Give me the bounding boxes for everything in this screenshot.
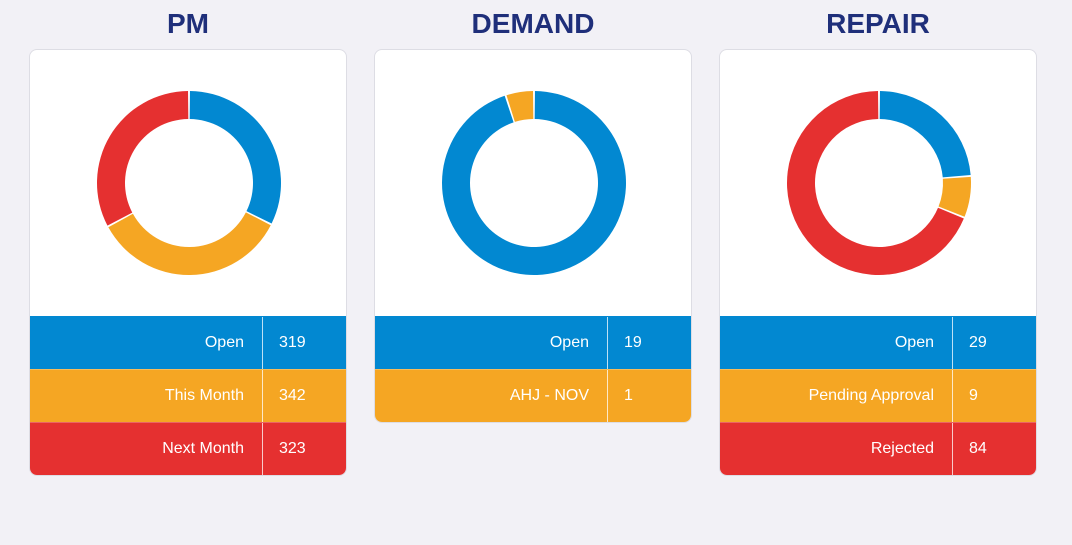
repair-donut-chart[interactable] <box>720 50 1036 316</box>
demand-row-ahj-nov[interactable]: AHJ - NOV 1 <box>375 369 691 422</box>
panel-title: PM <box>167 8 209 39</box>
row-label: Pending Approval <box>720 370 953 422</box>
row-value: 323 <box>279 440 306 457</box>
demand-donut-svg <box>442 91 626 276</box>
row-value: 84 <box>969 440 987 457</box>
repair-row-open[interactable]: Open 29 <box>720 316 1036 369</box>
row-value: 1 <box>624 387 633 404</box>
panel-demand: DEMAND Open 19 AHJ - NOV 1 <box>374 0 692 423</box>
panel-title: DEMAND <box>471 8 595 39</box>
row-value: 19 <box>624 334 642 351</box>
pm-donut-svg <box>96 91 281 275</box>
panel-title: REPAIR <box>826 8 930 39</box>
row-label: This Month <box>30 370 263 422</box>
pm-card: Open 319 This Month 342 Next Month 323 <box>29 49 347 476</box>
row-label: Next Month <box>30 423 263 475</box>
row-label: Open <box>720 317 953 369</box>
row-value: 29 <box>969 334 987 351</box>
donut-slice-ahj-nov[interactable] <box>506 91 534 122</box>
row-label: Open <box>30 317 263 369</box>
donut-slice-pending-approval[interactable] <box>938 176 971 217</box>
row-label: Rejected <box>720 423 953 475</box>
donut-slice-this-month[interactable] <box>108 212 271 275</box>
demand-donut-chart[interactable] <box>375 50 691 316</box>
row-label: Open <box>375 317 608 369</box>
repair-donut-svg <box>787 91 971 276</box>
repair-row-rejected[interactable]: Rejected 84 <box>720 422 1036 475</box>
donut-slice-open[interactable] <box>442 91 626 276</box>
demand-row-open[interactable]: Open 19 <box>375 316 691 369</box>
donut-slice-next-month[interactable] <box>96 91 189 226</box>
panel-repair: REPAIR Open 29 Pending Approval 9 Reject… <box>719 0 1037 476</box>
pm-row-next-month[interactable]: Next Month 323 <box>30 422 346 475</box>
repair-row-pending-approval[interactable]: Pending Approval 9 <box>720 369 1036 422</box>
row-label: AHJ - NOV <box>375 370 608 422</box>
pm-row-this-month[interactable]: This Month 342 <box>30 369 346 422</box>
row-value: 9 <box>969 387 978 404</box>
row-value: 319 <box>279 334 306 351</box>
donut-slice-open[interactable] <box>879 91 971 178</box>
pm-donut-chart[interactable] <box>30 50 346 316</box>
pm-row-open[interactable]: Open 319 <box>30 316 346 369</box>
donut-slice-open[interactable] <box>189 91 281 224</box>
donut-slice-rejected[interactable] <box>787 91 964 276</box>
repair-card: Open 29 Pending Approval 9 Rejected 84 <box>719 49 1037 476</box>
demand-card: Open 19 AHJ - NOV 1 <box>374 49 692 423</box>
row-value: 342 <box>279 387 306 404</box>
panel-pm: PM Open 319 This Month 342 Next Month 32… <box>29 0 347 476</box>
